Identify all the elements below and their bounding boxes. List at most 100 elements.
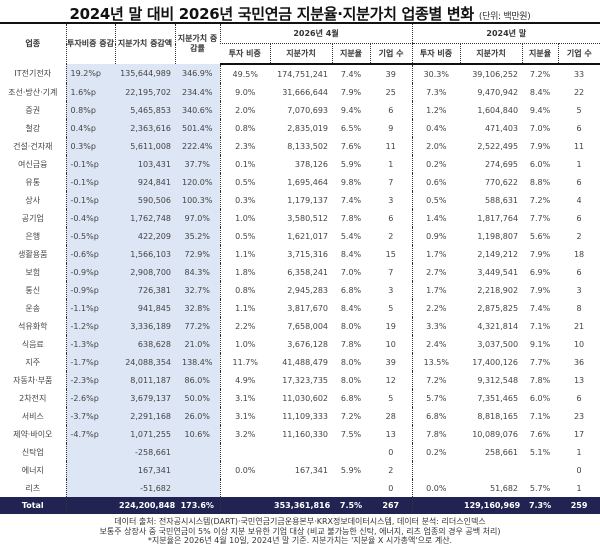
cell-2026-count: 28 — [385, 411, 396, 421]
cell-2024-stake: 7.2% — [529, 69, 551, 79]
cell-weight-change: -1.7%p — [65, 353, 115, 371]
cell-2026-stake: 7.6% — [340, 141, 362, 151]
cell-2026-count: 39 — [385, 357, 396, 367]
footer-source: 데이터 출처: 전자공시시스템(DART)·국민연금기금운용본부·KRX정보데이… — [114, 517, 486, 526]
cell-2024-stake: 7.1% — [529, 321, 551, 331]
cell-2024-value: 51,682 — [490, 483, 519, 493]
cell-weight-change: 1.6%p — [65, 83, 115, 101]
cell-2024-weight: 0.4% — [411, 119, 461, 137]
table-row: 은행 -0.5%p 422,209 35.2% 0.5% 1,621,017 5.4% 2 0.… — [0, 227, 600, 245]
cell-2026-weight: 0.1% — [235, 159, 256, 169]
cell-2024-value: 1,604,840 — [477, 105, 519, 115]
table-body: IT전기전자 19.2%p 135,644,989 346.9% 49.5% 174,75… — [0, 64, 600, 514]
cell-2026-count: 11 — [385, 141, 396, 151]
cell-2024-stake: 9.1% — [529, 339, 551, 349]
cell-2024-value: 17,400,126 — [472, 357, 519, 367]
cell-2026-weight — [220, 443, 270, 461]
table-row: 운송 -1.1%p 941,845 32.8% 1.1% 3,817,670 8.4% 5 2.… — [0, 299, 600, 317]
cell-2026-value: 7,070,693 — [287, 105, 328, 115]
cell-2026-weight: 49.5% — [232, 69, 258, 79]
cell-value-change: 1,071,255 — [115, 425, 175, 443]
cell-2024-count: 0 — [576, 465, 582, 475]
cell-2026-weight — [220, 497, 270, 514]
header-sector: 업종 — [0, 22, 66, 64]
cell-sector: 자동차·부품 — [13, 375, 53, 385]
cell-value-change: 422,209 — [115, 227, 175, 245]
cell-2024-weight: 2.2% — [411, 299, 461, 317]
footer-note: *지분율은 2026년 4월 10일, 2024년 말 기준. 지분가치는 '지… — [147, 536, 453, 545]
table-row: 2차전지 -2.6%p 3,679,137 50.0% 3.1% 11,030,602 6.… — [0, 389, 600, 407]
cell-sector: 통신 — [25, 285, 41, 295]
cell-2026-count: 0 — [388, 447, 394, 457]
cell-sector: IT전기전자 — [14, 69, 52, 78]
cell-value-change-rate: 222.4% — [175, 137, 221, 155]
cell-2026-count: 39 — [385, 69, 396, 79]
cell-2024-weight — [411, 461, 461, 479]
cell-weight-change — [65, 479, 115, 497]
cell-2026-weight: 0.8% — [235, 123, 256, 133]
cell-2026-stake: 6.8% — [340, 285, 362, 295]
cell-2024-weight: 13.5% — [411, 353, 461, 371]
cell-sector: 생활용품 — [18, 249, 48, 259]
cell-sector: 보험 — [25, 267, 41, 277]
cell-2026-count: 10 — [385, 339, 396, 349]
cell-2026-stake: 8.4% — [340, 249, 362, 259]
cell-value-change-rate: 77.2% — [175, 317, 221, 335]
cell-weight-change: -0.9%p — [65, 281, 115, 299]
cell-2026-weight: 1.1% — [235, 249, 256, 259]
cell-weight-change: -0.1%p — [65, 173, 115, 191]
cell-2024-count: 22 — [573, 87, 585, 97]
header-value-change-rate: 지분가치 증감률 — [174, 22, 220, 64]
cell-2024-weight: 2.0% — [411, 137, 461, 155]
table-row: 여신금융 -0.1%p 103,431 37.7% 0.1% 378,126 5.9% 1 0.… — [0, 155, 600, 173]
cell-2026-weight: 3.1% — [235, 393, 256, 403]
cell-value-change-rate: 37.7% — [175, 155, 221, 173]
cell-2026-value: 6,358,241 — [287, 267, 328, 277]
cell-value-change-rate: 72.9% — [175, 245, 221, 263]
cell-value-change: -258,661 — [115, 443, 175, 461]
cell-weight-change: -0.1%p — [65, 191, 115, 209]
cell-2024-count: 5 — [576, 105, 582, 115]
cell-2026-value: 8,133,502 — [287, 141, 328, 151]
table-row: IT전기전자 19.2%p 135,644,989 346.9% 49.5% 174,75… — [0, 64, 600, 83]
cell-2024-value: 2,218,902 — [477, 285, 519, 295]
cell-2026-stake: 7.0% — [340, 267, 362, 277]
cell-2026-value: 41,488,479 — [282, 357, 328, 367]
cell-2024-value: 258,661 — [484, 447, 519, 457]
total-row: Total 224,200,848 173.6% 353,361,816 7.5% 267… — [0, 497, 600, 514]
cell-2026-weight: 1.0% — [235, 339, 256, 349]
cell-2026-value: 167,341 — [294, 465, 328, 475]
cell-weight-change: -1.1%p — [65, 299, 115, 317]
cell-value-change-rate: 86.0% — [175, 371, 221, 389]
cell-value-change: 2,291,168 — [115, 407, 175, 425]
cell-2024-weight: 2.4% — [411, 335, 461, 353]
cell-2026-stake: 5.9% — [340, 159, 362, 169]
table-row: 공기업 -0.4%p 1,762,748 97.0% 1.0% 3,580,512 7.8%… — [0, 209, 600, 227]
cell-2024-count: 23 — [573, 411, 585, 421]
cell-2024-value — [460, 461, 522, 479]
cell-sector: 식음료 — [21, 339, 44, 349]
table-row: 통신 -0.9%p 726,381 32.7% 0.8% 2,945,283 6.8% 3 1.… — [0, 281, 600, 299]
cell-value-change: -51,682 — [115, 479, 175, 497]
cell-2024-count: 1 — [576, 159, 582, 169]
cell-sector: 조선·방산·기계 — [8, 87, 58, 97]
cell-2026-weight: 0.5% — [235, 231, 256, 241]
header-2024-value: 지분가치 — [459, 43, 523, 65]
cell-2026-stake: 8.0% — [340, 357, 362, 367]
cell-value-change-rate: 97.0% — [175, 209, 221, 227]
cell-value-change-rate: 234.4% — [175, 83, 221, 101]
header-2024-stake: 지분율 — [521, 43, 559, 65]
cell-weight-change: -1.2%p — [65, 317, 115, 335]
cell-2026-count: 1 — [388, 159, 394, 169]
cell-2026-stake: 8.0% — [340, 321, 362, 331]
cell-2024-value: 588,631 — [484, 195, 519, 205]
cell-sector: 제약·바이오 — [13, 429, 53, 439]
cell-2024-count: 10 — [573, 339, 585, 349]
cell-sector: Total — [0, 497, 66, 514]
table-row: 신탁업 -258,661 0 0.2% 258,661 5.1% 1 — [0, 443, 600, 461]
cell-value-change: 135,644,989 — [115, 64, 175, 83]
cell-2026-value: 31,666,644 — [282, 87, 328, 97]
cell-2024-count: 2 — [576, 231, 582, 241]
cell-2024-weight: 1.7% — [411, 245, 461, 263]
table-row: 석유화학 -1.2%p 3,336,189 77.2% 2.2% 7,658,004 8.0… — [0, 317, 600, 335]
